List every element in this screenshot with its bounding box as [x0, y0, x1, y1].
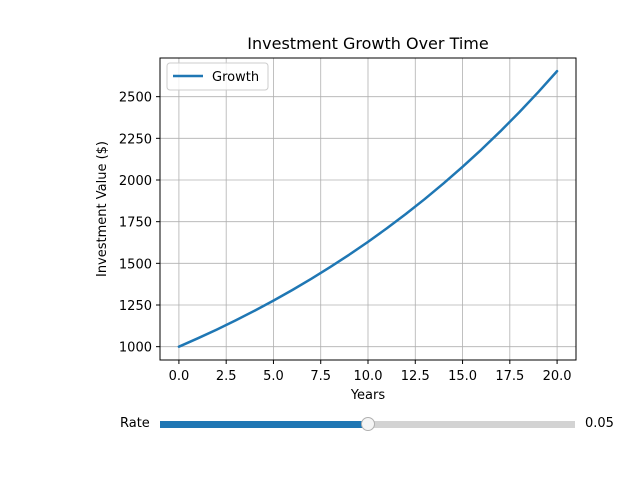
x-tick-label: 0.0: [169, 369, 190, 384]
series-layer: [177, 69, 559, 348]
x-tick-label: 2.5: [216, 369, 237, 384]
x-tick-label: 15.0: [448, 369, 477, 384]
y-tick-label: 2500: [119, 91, 152, 106]
x-tick-label: 20.0: [543, 369, 572, 384]
y-tick-label: 1500: [119, 257, 152, 272]
x-tick-label: 5.0: [263, 369, 284, 384]
grid-lines: [160, 58, 576, 360]
rate-slider-label: Rate: [120, 416, 150, 431]
legend-label-growth: Growth: [212, 70, 259, 85]
legend-box: [166, 62, 269, 91]
y-tick-label: 1750: [119, 216, 152, 231]
y-axis-label: Investment Value ($): [95, 141, 110, 277]
chart-title: Investment Growth Over Time: [247, 34, 488, 53]
x-tick-label: 10.0: [354, 369, 383, 384]
x-axis-label: Years: [350, 388, 386, 403]
growth-series-line: [177, 69, 559, 348]
y-axis: 1000 1250 1500 1750 2000 2250 2500: [119, 91, 160, 356]
rate-slider-value: 0.05: [585, 416, 614, 431]
x-tick-label: 17.5: [495, 369, 524, 384]
x-axis: 0.0 2.5 5.0 7.5 10.0 12.5 15.0 17.5 20.0: [169, 360, 572, 384]
y-tick-label: 1000: [119, 341, 152, 356]
y-tick-label: 1250: [119, 299, 152, 314]
rate-slider-fill: [160, 421, 368, 428]
y-tick-label: 2250: [119, 132, 152, 147]
legend: Growth: [166, 62, 269, 91]
x-tick-label: 7.5: [310, 369, 331, 384]
x-tick-label: 12.5: [401, 369, 430, 384]
y-tick-label: 2000: [119, 174, 152, 189]
rate-slider-handle[interactable]: [360, 417, 375, 431]
